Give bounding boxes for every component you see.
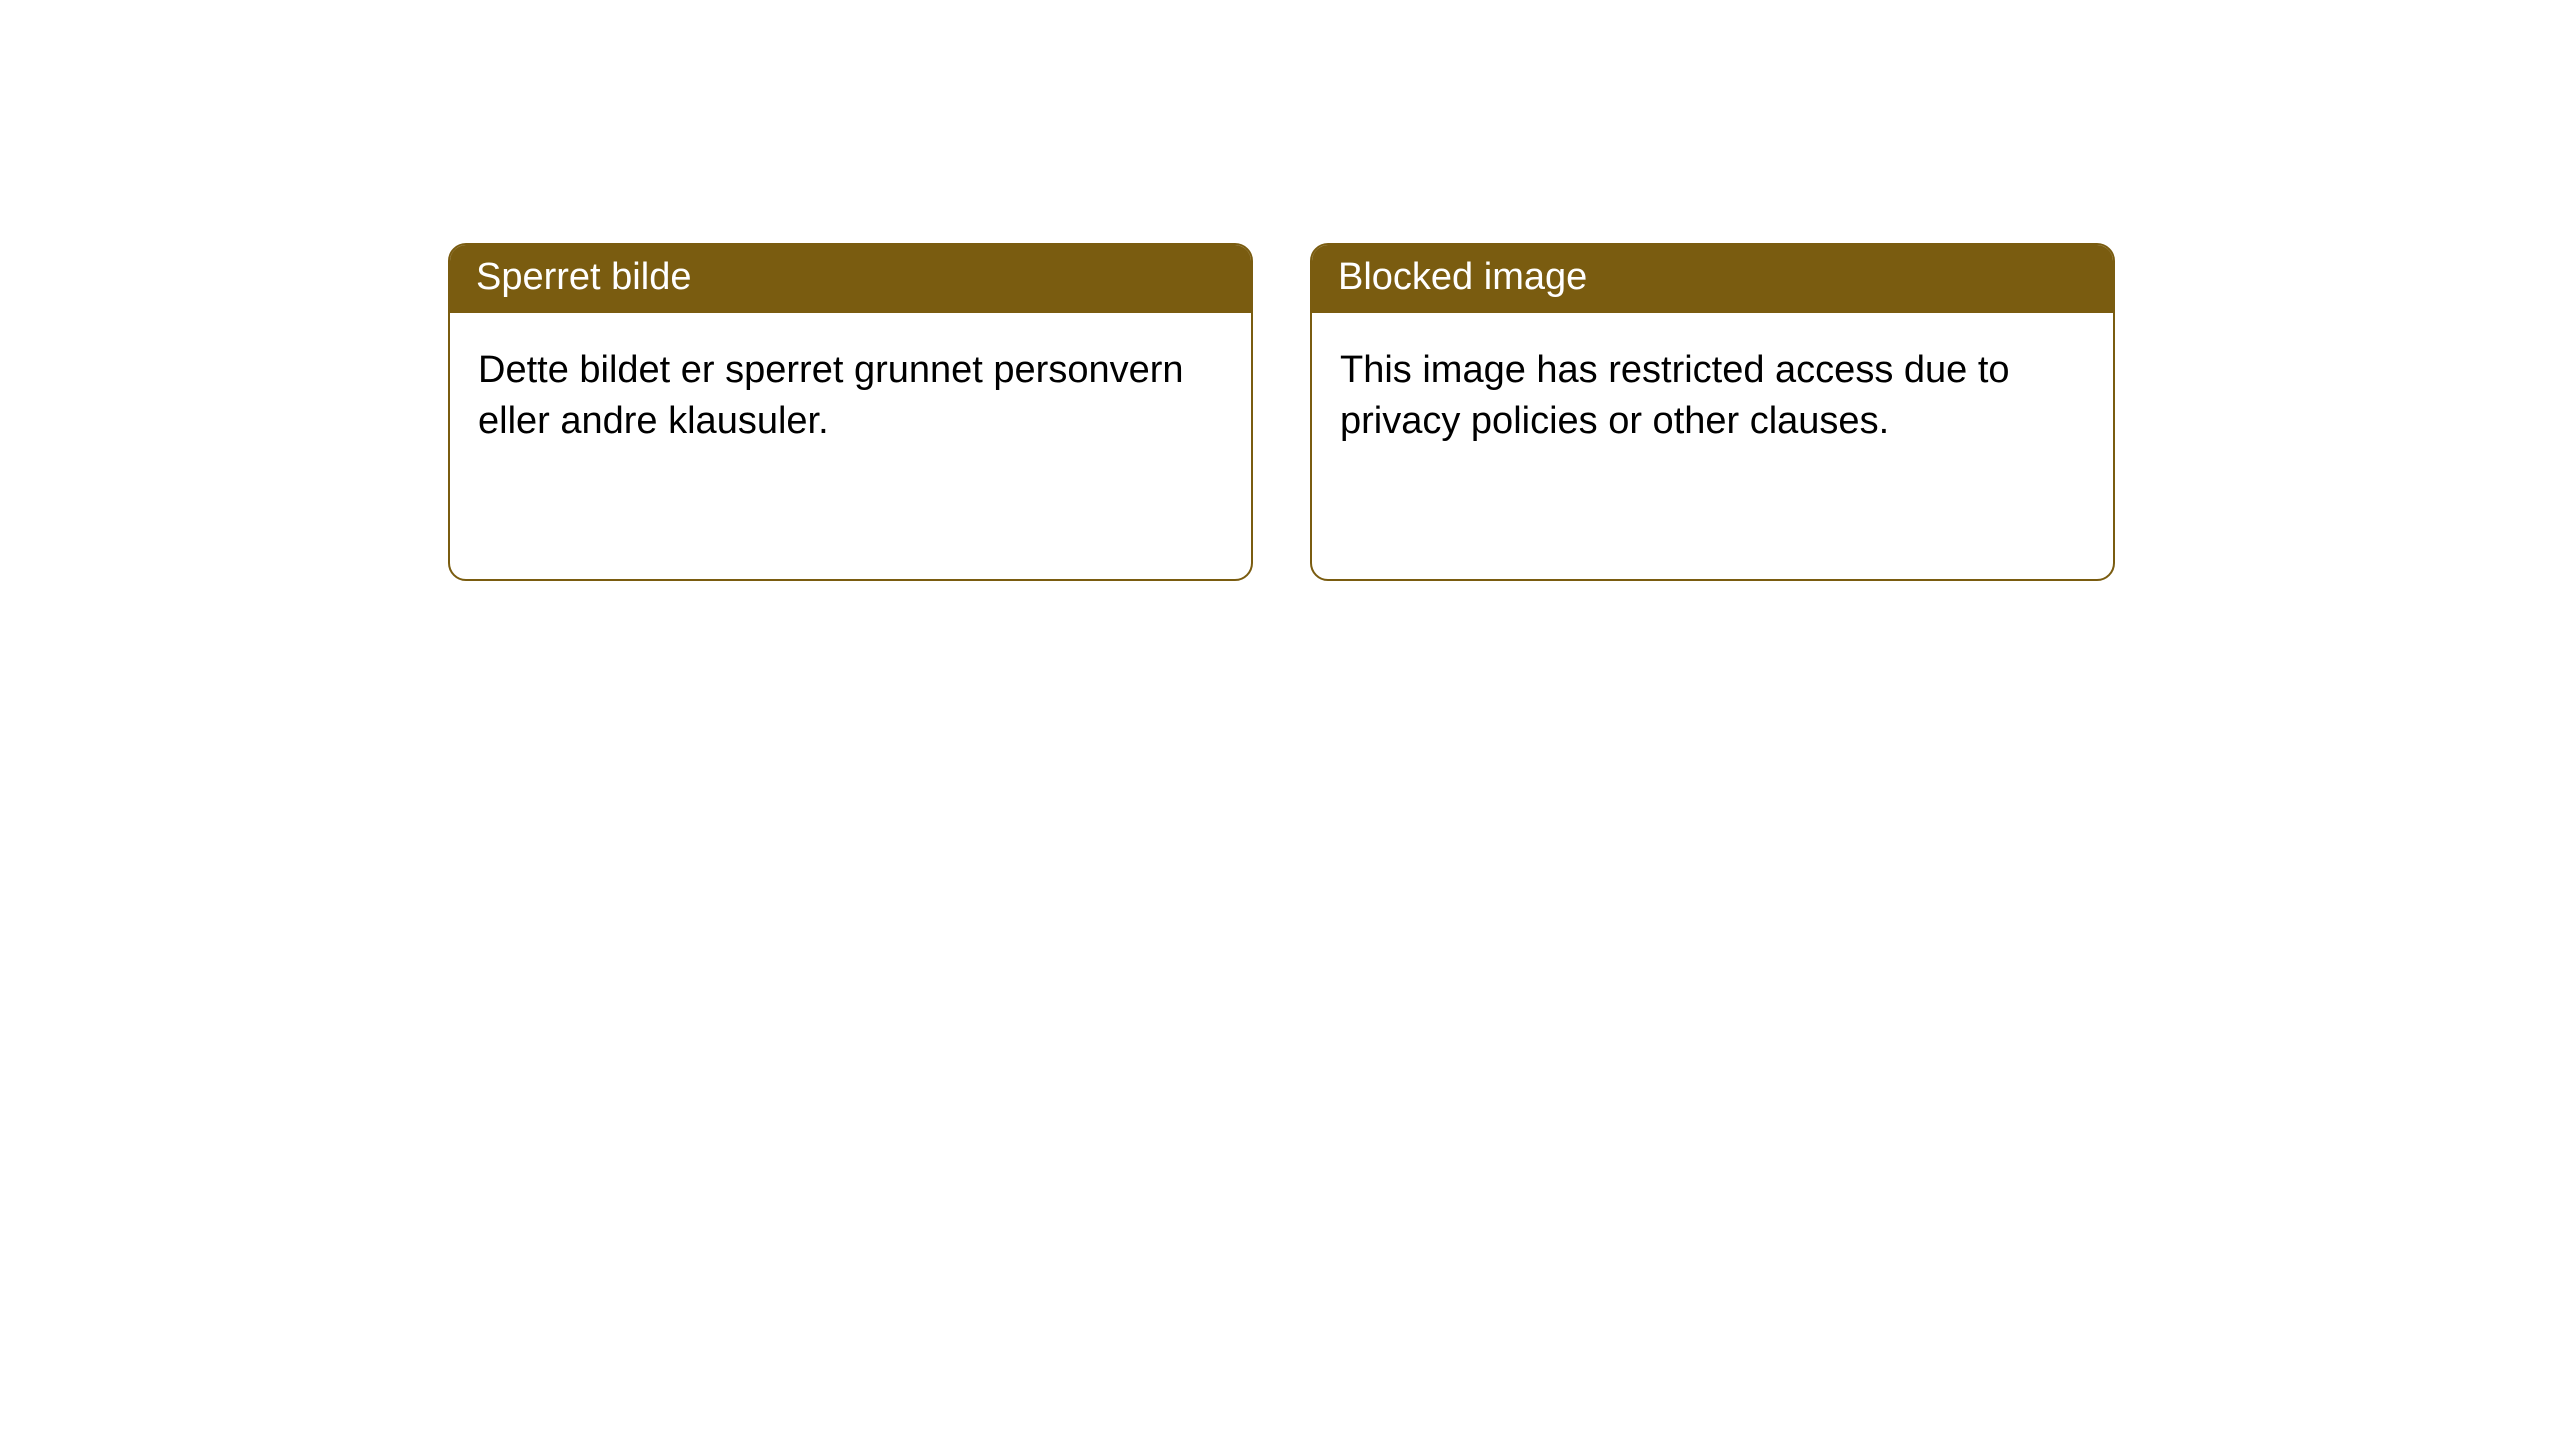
blocked-image-card-en: Blocked image This image has restricted … — [1310, 243, 2115, 581]
card-body-en: This image has restricted access due to … — [1312, 313, 2113, 480]
cards-container: Sperret bilde Dette bildet er sperret gr… — [0, 0, 2560, 581]
card-title-no: Sperret bilde — [450, 245, 1251, 313]
card-body-no: Dette bildet er sperret grunnet personve… — [450, 313, 1251, 480]
blocked-image-card-no: Sperret bilde Dette bildet er sperret gr… — [448, 243, 1253, 581]
card-title-en: Blocked image — [1312, 245, 2113, 313]
